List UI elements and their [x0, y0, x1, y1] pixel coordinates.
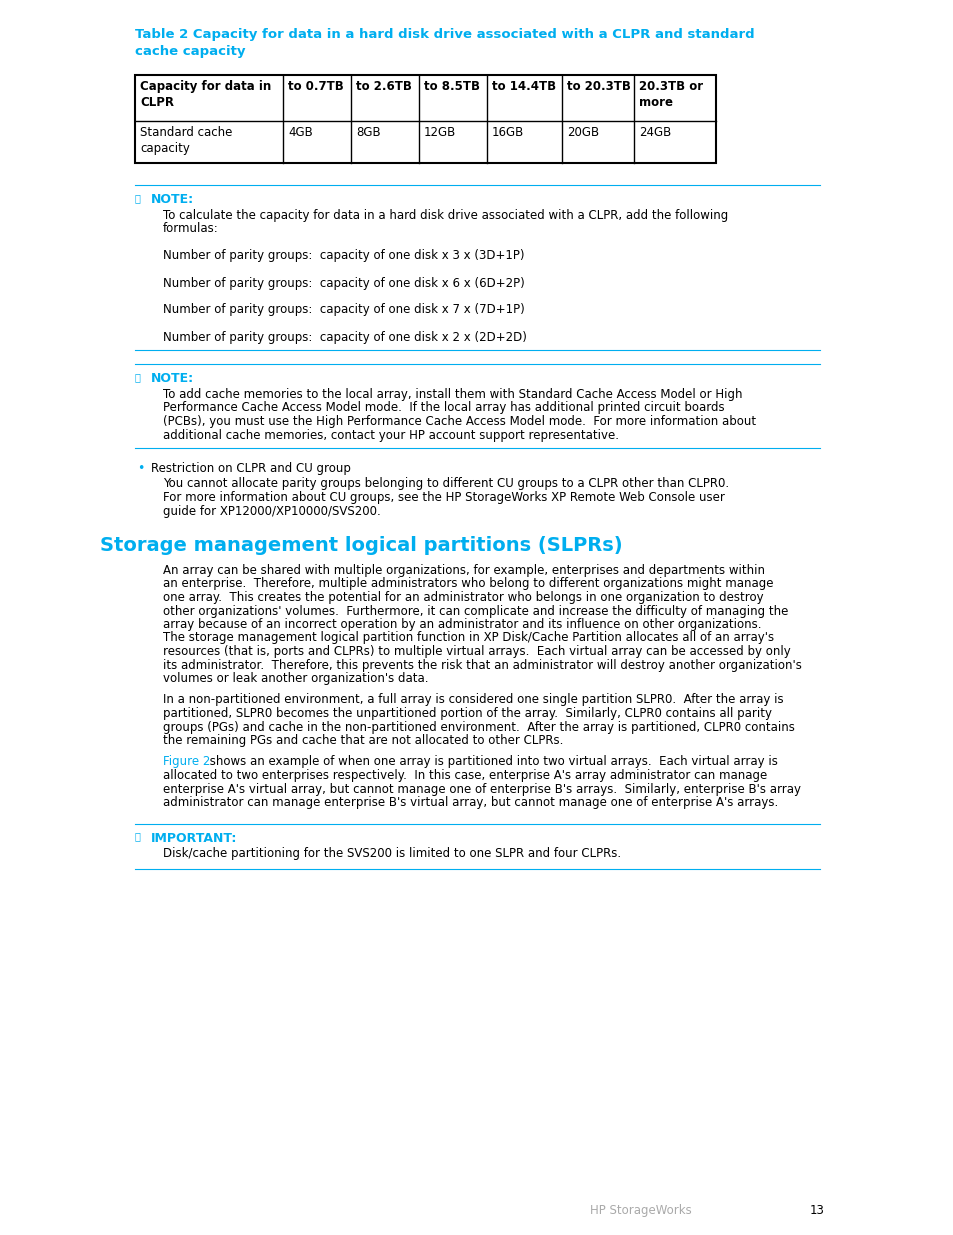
- Text: Storage management logical partitions (SLPRs): Storage management logical partitions (S…: [100, 536, 622, 555]
- Text: 📋: 📋: [135, 372, 141, 382]
- Text: groups (PGs) and cache in the non-partitioned environment.  After the array is p: groups (PGs) and cache in the non-partit…: [163, 720, 794, 734]
- Text: In a non-partitioned environment, a full array is considered one single partitio: In a non-partitioned environment, a full…: [163, 694, 782, 706]
- Text: 12GB: 12GB: [423, 126, 456, 140]
- Bar: [135, 75, 716, 163]
- Text: Number of parity groups:  capacity of one disk x 6 x (6D+2P): Number of parity groups: capacity of one…: [163, 277, 524, 289]
- Text: Number of parity groups:  capacity of one disk x 3 x (3D+1P): Number of parity groups: capacity of one…: [163, 249, 524, 263]
- Text: an enterprise.  Therefore, multiple administrators who belong to different organ: an enterprise. Therefore, multiple admin…: [163, 578, 773, 590]
- Text: Number of parity groups:  capacity of one disk x 7 x (7D+1P): Number of parity groups: capacity of one…: [163, 304, 524, 316]
- Text: to 8.5TB: to 8.5TB: [423, 80, 479, 93]
- Text: the remaining PGs and cache that are not allocated to other CLPRs.: the remaining PGs and cache that are not…: [163, 734, 563, 747]
- Text: Standard cache
capacity: Standard cache capacity: [140, 126, 233, 156]
- Text: NOTE:: NOTE:: [151, 193, 193, 206]
- Text: For more information about CU groups, see the HP StorageWorks XP Remote Web Cons: For more information about CU groups, se…: [163, 492, 724, 504]
- Text: administrator can manage enterprise B's virtual array, but cannot manage one of : administrator can manage enterprise B's …: [163, 797, 778, 809]
- Text: volumes or leak another organization's data.: volumes or leak another organization's d…: [163, 672, 428, 685]
- Text: You cannot allocate parity groups belonging to different CU groups to a CLPR oth: You cannot allocate parity groups belong…: [163, 478, 728, 490]
- Text: 24GB: 24GB: [639, 126, 671, 140]
- Text: To add cache memories to the local array, install them with Standard Cache Acces: To add cache memories to the local array…: [163, 388, 741, 401]
- Text: formulas:: formulas:: [163, 222, 218, 236]
- Text: Performance Cache Access Model mode.  If the local array has additional printed : Performance Cache Access Model mode. If …: [163, 401, 724, 415]
- Text: Restriction on CLPR and CU group: Restriction on CLPR and CU group: [151, 462, 351, 475]
- Text: (PCBs), you must use the High Performance Cache Access Model mode.  For more inf: (PCBs), you must use the High Performanc…: [163, 415, 756, 429]
- Text: allocated to two enterprises respectively.  In this case, enterprise A's array a: allocated to two enterprises respectivel…: [163, 769, 766, 782]
- Text: 8GB: 8GB: [355, 126, 380, 140]
- Text: partitioned, SLPR0 becomes the unpartitioned portion of the array.  Similarly, C: partitioned, SLPR0 becomes the unpartiti…: [163, 706, 771, 720]
- Text: An array can be shared with multiple organizations, for example, enterprises and: An array can be shared with multiple org…: [163, 564, 764, 577]
- Text: additional cache memories, contact your HP account support representative.: additional cache memories, contact your …: [163, 429, 618, 441]
- Text: to 2.6TB: to 2.6TB: [355, 80, 412, 93]
- Text: Disk/cache partitioning for the SVS200 is limited to one SLPR and four CLPRs.: Disk/cache partitioning for the SVS200 i…: [163, 847, 620, 861]
- Text: 📋: 📋: [135, 193, 141, 203]
- Text: Figure 2: Figure 2: [163, 756, 211, 768]
- Text: to 14.4TB: to 14.4TB: [492, 80, 556, 93]
- Text: 📋: 📋: [135, 831, 141, 841]
- Text: 4GB: 4GB: [288, 126, 313, 140]
- Text: guide for XP12000/XP10000/SVS200.: guide for XP12000/XP10000/SVS200.: [163, 505, 380, 517]
- Text: Capacity for data in
CLPR: Capacity for data in CLPR: [140, 80, 271, 109]
- Text: its administrator.  Therefore, this prevents the risk that an administrator will: its administrator. Therefore, this preve…: [163, 658, 801, 672]
- Text: 20.3TB or
more: 20.3TB or more: [639, 80, 702, 109]
- Text: 13: 13: [809, 1204, 824, 1216]
- Text: to 0.7TB: to 0.7TB: [288, 80, 343, 93]
- Text: other organizations' volumes.  Furthermore, it can complicate and increase the d: other organizations' volumes. Furthermor…: [163, 604, 787, 618]
- Text: enterprise A's virtual array, but cannot manage one of enterprise B's arrays.  S: enterprise A's virtual array, but cannot…: [163, 783, 801, 795]
- Text: 20GB: 20GB: [566, 126, 598, 140]
- Text: IMPORTANT:: IMPORTANT:: [151, 831, 237, 845]
- Text: •: •: [137, 462, 144, 475]
- Text: to 20.3TB: to 20.3TB: [566, 80, 630, 93]
- Text: Number of parity groups:  capacity of one disk x 2 x (2D+2D): Number of parity groups: capacity of one…: [163, 331, 526, 343]
- Text: 16GB: 16GB: [492, 126, 524, 140]
- Text: Table 2 Capacity for data in a hard disk drive associated with a CLPR and standa: Table 2 Capacity for data in a hard disk…: [135, 28, 754, 58]
- Text: The storage management logical partition function in XP Disk/Cache Partition all: The storage management logical partition…: [163, 631, 773, 645]
- Text: one array.  This creates the potential for an administrator who belongs in one o: one array. This creates the potential fo…: [163, 592, 762, 604]
- Text: resources (that is, ports and CLPRs) to multiple virtual arrays.  Each virtual a: resources (that is, ports and CLPRs) to …: [163, 645, 790, 658]
- Text: NOTE:: NOTE:: [151, 372, 193, 385]
- Text: array because of an incorrect operation by an administrator and its influence on: array because of an incorrect operation …: [163, 618, 760, 631]
- Text: shows an example of when one array is partitioned into two virtual arrays.  Each: shows an example of when one array is pa…: [206, 756, 777, 768]
- Text: HP StorageWorks: HP StorageWorks: [589, 1204, 691, 1216]
- Text: To calculate the capacity for data in a hard disk drive associated with a CLPR, : To calculate the capacity for data in a …: [163, 209, 727, 222]
